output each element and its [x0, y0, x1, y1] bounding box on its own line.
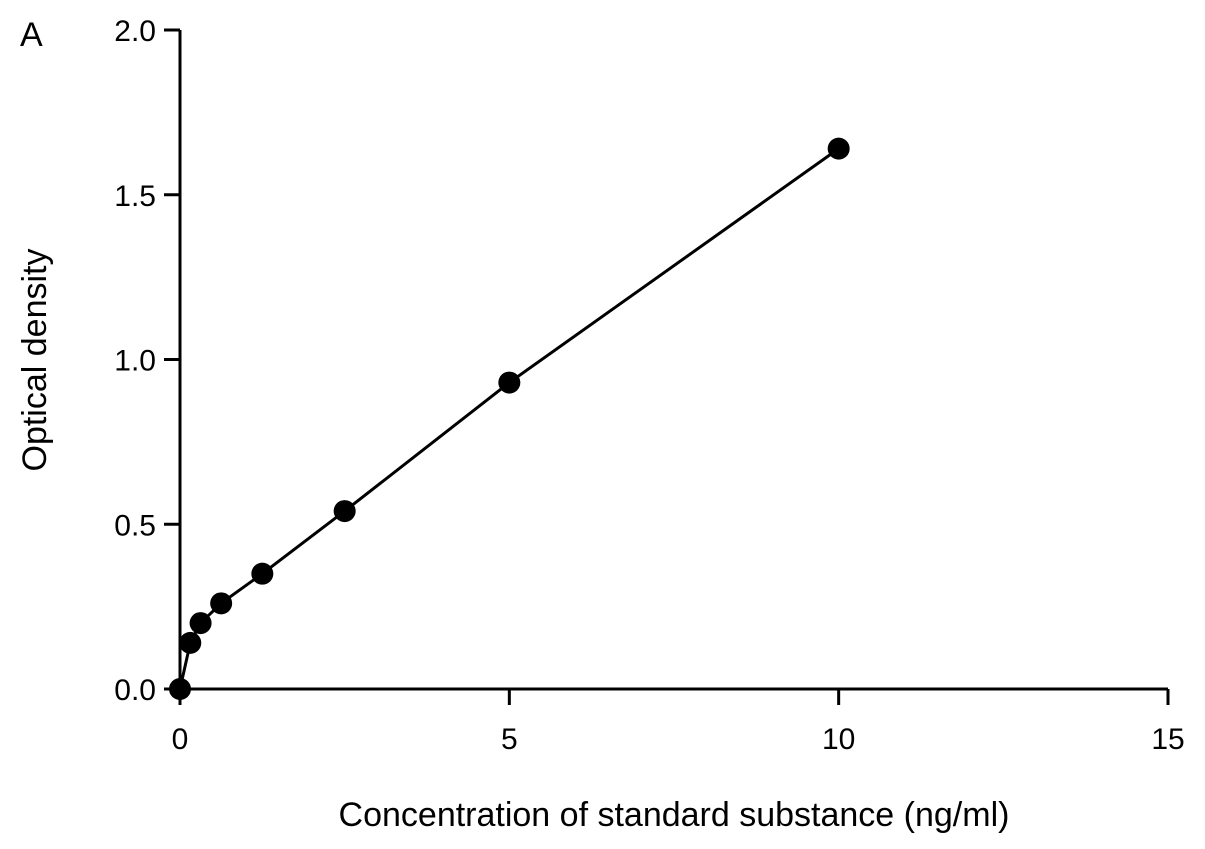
x-ticks: 0 5 10 15 — [172, 689, 1185, 756]
x-tick-label: 15 — [1151, 723, 1184, 756]
panel-label: A — [20, 16, 43, 54]
data-point — [498, 371, 521, 394]
data-point — [827, 137, 850, 160]
x-tick-label: 0 — [172, 723, 189, 756]
x-axis-title: Concentration of standard substance (ng/… — [339, 796, 1010, 834]
data-point — [210, 592, 233, 615]
x-tick-label: 5 — [501, 723, 518, 756]
series-line — [178, 147, 840, 690]
series-layer — [169, 137, 850, 700]
y-axis-title: Optical density — [16, 249, 54, 472]
y-tick-label: 1.5 — [114, 180, 156, 213]
data-point — [169, 678, 191, 700]
data-point — [333, 500, 356, 523]
y-tick-label: 0.0 — [114, 674, 156, 707]
data-point — [179, 631, 202, 654]
y-ticks: 0.0 0.5 1.0 1.5 2.0 — [114, 15, 180, 707]
y-tick-label: 1.0 — [114, 345, 156, 378]
data-point — [189, 612, 212, 635]
x-tick-label: 10 — [822, 723, 855, 756]
y-tick-label: 0.5 — [114, 509, 156, 542]
data-point — [251, 562, 274, 585]
y-tick-label: 2.0 — [114, 15, 156, 48]
